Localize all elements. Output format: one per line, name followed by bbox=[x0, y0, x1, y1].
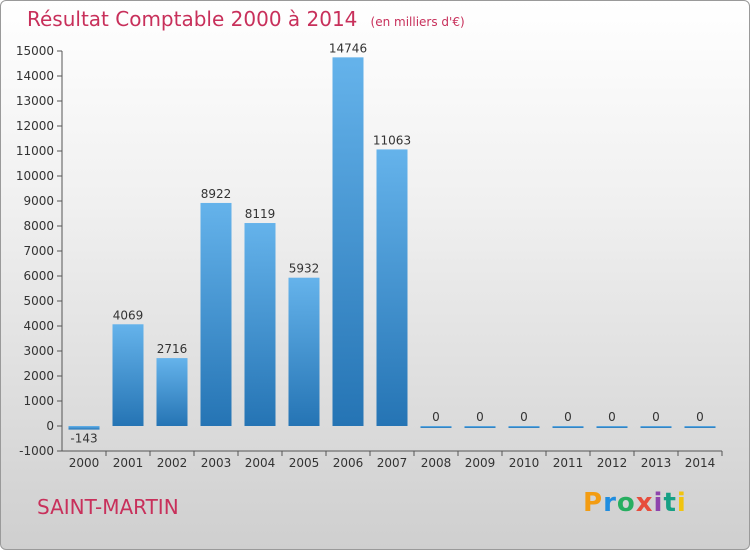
x-tick-label: 2004 bbox=[245, 456, 276, 470]
bar-value-label: 2716 bbox=[157, 342, 188, 356]
x-tick-label: 2006 bbox=[333, 456, 364, 470]
proxiti-logo: Proxiti bbox=[583, 488, 687, 518]
bar-2011 bbox=[552, 426, 584, 428]
commune-name: SAINT-MARTIN bbox=[37, 495, 179, 519]
bar-value-label: 0 bbox=[476, 410, 484, 424]
y-tick-label: 13000 bbox=[16, 94, 54, 108]
y-tick-label: 6000 bbox=[23, 269, 54, 283]
y-tick-label: 3000 bbox=[23, 344, 54, 358]
logo-letter: i bbox=[676, 488, 687, 518]
bar-value-label: 0 bbox=[564, 410, 572, 424]
bar-2007 bbox=[376, 149, 408, 427]
bar-2000 bbox=[68, 426, 100, 430]
x-tick-label: 2008 bbox=[421, 456, 452, 470]
y-tick-label: 11000 bbox=[16, 144, 54, 158]
bar-2010 bbox=[508, 426, 540, 428]
y-tick-label: 12000 bbox=[16, 119, 54, 133]
bar-value-label: 0 bbox=[432, 410, 440, 424]
x-tick-label: 2010 bbox=[509, 456, 540, 470]
y-tick-label: 4000 bbox=[23, 319, 54, 333]
x-tick-label: 2005 bbox=[289, 456, 320, 470]
bar-2004 bbox=[244, 223, 276, 426]
x-tick-label: 2014 bbox=[685, 456, 716, 470]
logo-letter: r bbox=[603, 488, 617, 518]
logo-letter: t bbox=[663, 488, 677, 518]
bar-2009 bbox=[464, 426, 496, 428]
bar-2003 bbox=[200, 202, 232, 426]
y-tick-label: 1000 bbox=[23, 394, 54, 408]
bar-value-label: 0 bbox=[608, 410, 616, 424]
y-tick-label: 14000 bbox=[16, 69, 54, 83]
y-tick-label: 0 bbox=[46, 419, 54, 433]
bar-2002 bbox=[156, 358, 188, 426]
x-tick-label: 2013 bbox=[641, 456, 672, 470]
logo-letter: o bbox=[616, 488, 636, 518]
bar-value-label: -143 bbox=[70, 432, 97, 446]
bar-2005 bbox=[288, 277, 320, 426]
bar-2012 bbox=[596, 426, 628, 428]
chart-title: Résultat Comptable 2000 à 2014 (en milli… bbox=[27, 7, 465, 31]
logo-letter: P bbox=[583, 488, 604, 518]
bar-value-label: 8922 bbox=[201, 187, 232, 201]
bar-value-label: 5932 bbox=[289, 262, 320, 276]
bar-value-label: 0 bbox=[696, 410, 704, 424]
x-tick-label: 2000 bbox=[69, 456, 100, 470]
bar-value-label: 0 bbox=[520, 410, 528, 424]
x-tick-label: 2011 bbox=[553, 456, 584, 470]
x-tick-label: 2003 bbox=[201, 456, 232, 470]
x-tick-label: 2001 bbox=[113, 456, 144, 470]
bar-value-label: 8119 bbox=[245, 207, 276, 221]
logo-letter: x bbox=[635, 488, 654, 518]
y-tick-label: 2000 bbox=[23, 369, 54, 383]
y-tick-label: 9000 bbox=[23, 194, 54, 208]
bar-2013 bbox=[640, 426, 672, 428]
bar-2001 bbox=[112, 324, 144, 426]
bar-value-label: 4069 bbox=[113, 308, 144, 322]
bar-2006 bbox=[332, 57, 364, 426]
x-tick-label: 2007 bbox=[377, 456, 408, 470]
y-tick-label: 15000 bbox=[16, 44, 54, 58]
y-tick-label: 5000 bbox=[23, 294, 54, 308]
x-tick-label: 2012 bbox=[597, 456, 628, 470]
bar-value-label: 11063 bbox=[373, 133, 411, 147]
y-tick-label: 10000 bbox=[16, 169, 54, 183]
chart-title-main: Résultat Comptable 2000 à 2014 bbox=[27, 7, 358, 31]
bar-value-label: 14746 bbox=[329, 41, 367, 55]
bar-2008 bbox=[420, 426, 452, 428]
bar-2014 bbox=[684, 426, 716, 428]
chart-subtitle: (en milliers d'€) bbox=[370, 15, 465, 29]
x-tick-label: 2009 bbox=[465, 456, 496, 470]
x-tick-label: 2002 bbox=[157, 456, 188, 470]
logo-letter: i bbox=[653, 488, 664, 518]
bar-value-label: 0 bbox=[652, 410, 660, 424]
y-tick-label: 8000 bbox=[23, 219, 54, 233]
y-tick-label: 7000 bbox=[23, 244, 54, 258]
y-tick-label: -1000 bbox=[19, 444, 54, 458]
